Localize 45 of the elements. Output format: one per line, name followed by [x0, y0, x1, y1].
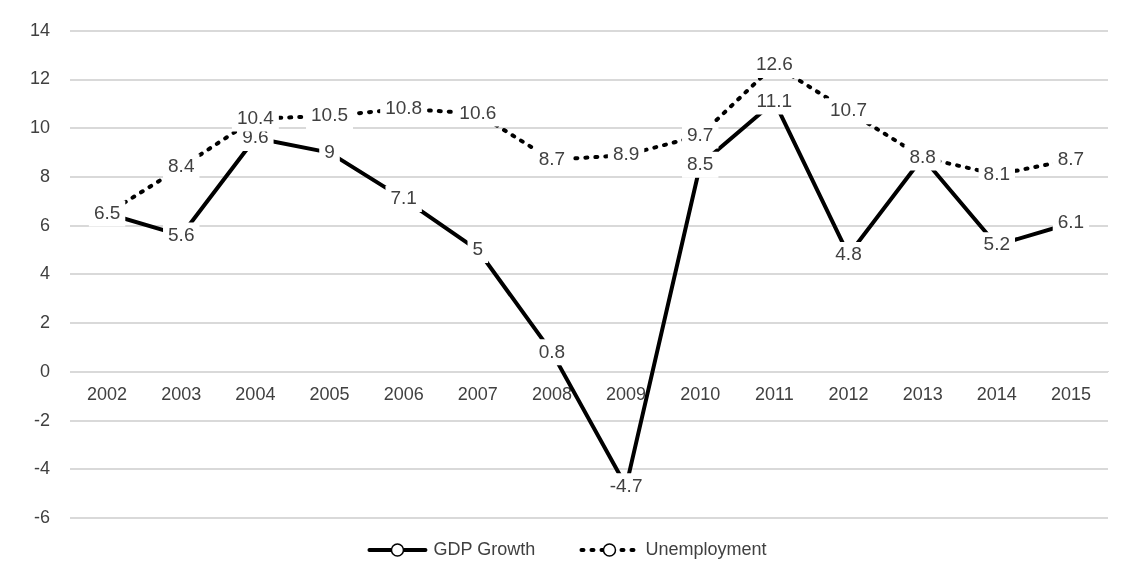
x-tick-label: 2005 — [309, 383, 350, 404]
x-tick-label: 2006 — [383, 383, 424, 404]
y-tick-label: 14 — [29, 19, 51, 40]
x-tick-label: 2014 — [976, 383, 1017, 404]
y-tick-label: -2 — [34, 409, 51, 430]
data-label: 12.6 — [755, 53, 793, 75]
x-tick-label: 2009 — [606, 383, 647, 404]
y-tick-label: 4 — [40, 263, 51, 284]
data-label: 7.1 — [390, 187, 417, 209]
data-label: 10.7 — [830, 99, 867, 121]
x-tick-label: 2002 — [87, 383, 128, 404]
x-tick-label: 2012 — [828, 383, 869, 404]
data-label: 8.4 — [168, 155, 195, 177]
data-label: 10.4 — [236, 106, 275, 128]
y-tick-label: -4 — [34, 458, 51, 479]
x-tick-label: 2013 — [902, 383, 943, 404]
data-label: 5.6 — [168, 223, 195, 245]
data-label: 5.2 — [983, 233, 1010, 255]
y-tick-label: 12 — [29, 68, 51, 89]
y-tick-label: 0 — [40, 360, 51, 381]
legend-label: Unemployment — [645, 538, 767, 559]
x-tick-label: 2011 — [755, 383, 794, 404]
data-label: 11.1 — [756, 89, 793, 111]
x-tick-label: 2015 — [1050, 383, 1091, 404]
data-label: 8.8 — [909, 145, 936, 167]
data-label: 10.5 — [311, 104, 349, 126]
x-tick-label: 2003 — [161, 383, 202, 404]
y-tick-label: 10 — [29, 117, 51, 138]
data-label: 9.7 — [687, 123, 714, 145]
legend-label: GDP Growth — [433, 538, 536, 559]
data-label: 10.8 — [385, 96, 423, 118]
data-label: 4.8 — [835, 243, 862, 265]
y-tick-label: -6 — [34, 506, 51, 527]
data-label: 5 — [472, 238, 484, 260]
x-tick-label: 2004 — [235, 383, 276, 404]
data-label: 10.6 — [459, 101, 497, 123]
x-tick-label: 2010 — [680, 383, 721, 404]
y-tick-label: 2 — [40, 312, 51, 333]
data-label: 8.1 — [983, 162, 1010, 184]
y-tick-label: 6 — [40, 214, 51, 235]
x-tick-label: 2007 — [457, 383, 498, 404]
data-label: 9 — [324, 140, 335, 162]
data-label: 8.5 — [687, 153, 714, 175]
y-tick-label: 8 — [40, 165, 51, 186]
x-tick-label: 2008 — [531, 383, 572, 404]
